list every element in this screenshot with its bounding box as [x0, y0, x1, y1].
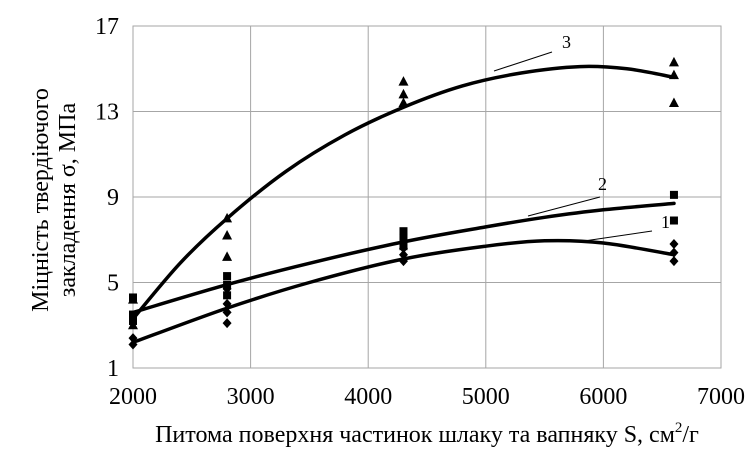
data-point-series-1	[669, 239, 679, 250]
leader-line-2	[527, 196, 601, 217]
data-point-series-1	[222, 298, 232, 309]
curve-label-2: 2	[598, 174, 607, 194]
data-point-series-2	[223, 291, 232, 300]
trend-lines	[131, 64, 676, 345]
data-point-series-2	[129, 310, 137, 319]
y-tick-label: 5	[107, 271, 119, 297]
x-tick-label: 3000	[227, 384, 275, 410]
data-point-series-2	[223, 272, 232, 281]
data-point-series-2	[399, 242, 408, 251]
data-point-series-3	[668, 97, 679, 107]
data-point-series-3	[222, 251, 233, 261]
curve-label-3: 3	[562, 32, 571, 52]
x-tick-label: 2000	[109, 384, 157, 410]
y-tick-label: 1	[107, 356, 119, 382]
x-tick-label: 6000	[579, 384, 627, 410]
trend-line-3	[131, 64, 676, 321]
data-point-series-2	[669, 190, 678, 199]
y-tick-label: 13	[95, 100, 119, 126]
data-points	[128, 56, 679, 350]
curve-label-1: 1	[661, 212, 670, 232]
leader-line-3	[493, 51, 553, 72]
data-point-series-3	[222, 229, 233, 240]
data-point-series-1	[128, 333, 138, 344]
data-point-series-2	[399, 233, 408, 242]
data-point-series-2	[223, 280, 232, 289]
data-point-series-3	[128, 319, 138, 330]
gridlines	[133, 26, 721, 368]
data-point-series-1	[222, 318, 232, 329]
data-point-series-3	[398, 76, 409, 86]
data-point-series-1	[398, 256, 408, 267]
x-tick-label: 5000	[462, 384, 510, 410]
y-tick-label: 9	[107, 185, 119, 211]
data-point-series-3	[398, 88, 409, 99]
plot-frame	[132, 25, 722, 369]
curve-labels: 1 2 3	[493, 32, 670, 242]
y-axis-title-line-1: Міцність твердіючого	[28, 88, 54, 312]
y-axis-title: Міцність твердіючого закладення σ, МПа	[28, 88, 81, 312]
leader-line-1	[583, 230, 653, 242]
data-point-series-2	[669, 216, 678, 225]
x-tick-label: 7000	[697, 384, 745, 410]
data-point-series-3	[222, 212, 233, 223]
data-point-series-2	[399, 227, 408, 236]
data-point-series-3	[668, 69, 679, 80]
y-tick-label: 17	[95, 14, 119, 40]
data-point-series-3	[398, 97, 409, 107]
x-tick-label: 4000	[344, 384, 392, 410]
data-point-series-1	[669, 256, 679, 267]
data-point-series-1	[669, 247, 679, 258]
data-point-series-3	[668, 56, 679, 67]
y-axis-title-line-2: закладення σ, МПа	[55, 103, 81, 298]
data-point-series-1	[398, 249, 408, 260]
data-point-series-1	[222, 307, 232, 318]
data-point-series-1	[128, 339, 138, 350]
x-axis-title: Питома поверхня частинок шлаку та вапняк…	[155, 420, 699, 448]
data-point-series-3	[128, 294, 138, 304]
